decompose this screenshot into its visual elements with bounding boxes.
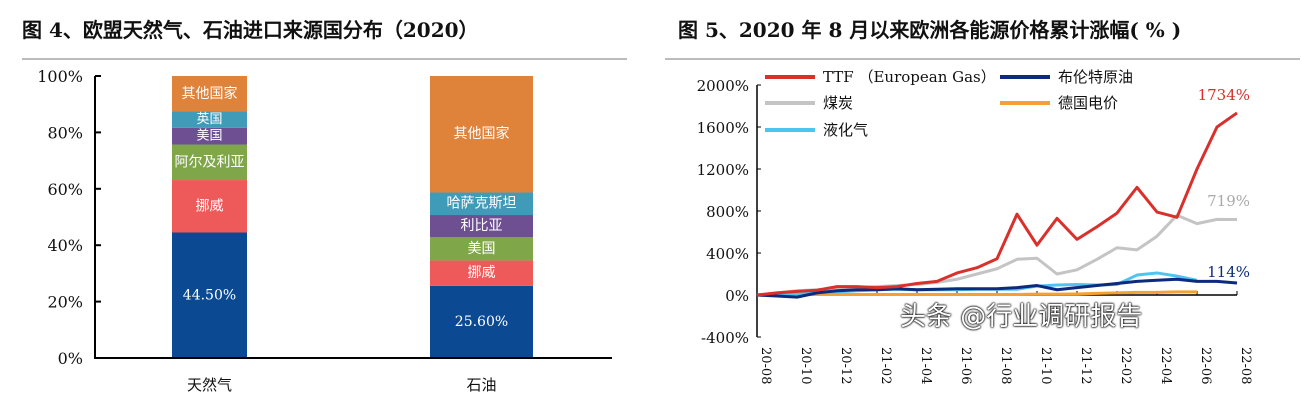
x-tick-label: 20-10 [798, 347, 813, 384]
bar-segment [430, 215, 533, 238]
y-tick-label: 1200% [697, 161, 749, 179]
x-tick-label: 22-06 [1198, 347, 1213, 384]
data-label: 其他国家 [182, 85, 238, 102]
title-divider-left [22, 58, 627, 60]
y-tick-label: 0% [725, 287, 749, 305]
watermark: 头条 @行业调研报告 [900, 302, 1143, 332]
x-tick-label: 21-06 [958, 347, 973, 384]
legend-label: 煤炭 [823, 94, 853, 112]
y-tick-label: 20% [47, 293, 83, 312]
data-label: 美国 [196, 129, 222, 144]
bar-segment [172, 127, 247, 145]
y-tick-label: 60% [47, 180, 83, 199]
bar-segment [172, 232, 247, 358]
bar-segment [430, 237, 533, 261]
x-tick-label: 22-02 [1118, 347, 1133, 384]
end-label: 114% [1207, 263, 1250, 281]
end-label: 719% [1207, 192, 1250, 210]
bar-segment [172, 180, 247, 233]
x-tick-label: 22-08 [1238, 347, 1253, 384]
x-tick-label: 21-02 [878, 347, 893, 384]
legend-label: 布伦特原油 [1058, 68, 1133, 86]
y-tick-label: 800% [706, 203, 749, 221]
bar-segment [430, 76, 533, 193]
series-line-0 [756, 111, 1238, 297]
bar-segment [430, 285, 533, 358]
bar-segment [172, 111, 247, 128]
x-tick-label: 21-12 [1078, 347, 1093, 384]
y-tick-label: -400% [701, 329, 749, 347]
data-label: 挪威 [196, 198, 224, 214]
data-label: 25.60% [455, 314, 508, 330]
y-tick-label: 400% [706, 245, 749, 263]
data-label: 挪威 [468, 265, 496, 281]
data-label: 美国 [468, 241, 496, 257]
stacked-bar-chart: 44.50%挪威阿尔及利亚美国英国其他国家天然气25.60%挪威美国利比亚哈萨克… [37, 67, 612, 394]
data-label: 44.50% [183, 287, 236, 303]
bar-segment [172, 144, 247, 181]
y-tick-label: 2000% [697, 77, 749, 95]
x-tick-label: 石油 [466, 376, 496, 394]
end-label: 1734% [1198, 86, 1250, 104]
y-tick-label: 0% [58, 349, 83, 368]
legend-label: TTF （European Gas） [823, 68, 996, 86]
x-tick-label: 20-08 [758, 347, 773, 384]
y-tick-label: 80% [47, 123, 83, 142]
x-tick-label: 21-04 [918, 347, 933, 384]
series-line-2 [756, 213, 1238, 297]
y-tick-label: 100% [37, 67, 83, 86]
series-line-3 [756, 290, 1197, 297]
legend-label: 液化气 [823, 121, 868, 139]
data-label: 英国 [196, 112, 222, 127]
x-tick-label: 20-12 [838, 347, 853, 384]
chart-title-right: 图 5、2020 年 8 月以来欧洲各能源价格累计涨幅( % ) [678, 18, 1182, 42]
data-label: 哈萨克斯坦 [447, 196, 517, 212]
title-divider-right [665, 58, 1300, 60]
x-tick-label: 21-08 [998, 347, 1013, 384]
x-tick-label: 21-10 [1038, 347, 1053, 384]
data-label: 利比亚 [461, 218, 503, 234]
series-line-1 [756, 277, 1238, 299]
bar-segment [430, 192, 533, 216]
y-tick-label: 40% [47, 236, 83, 255]
bar-segment [172, 76, 247, 112]
bar-segment [430, 260, 533, 286]
data-label: 其他国家 [454, 125, 510, 142]
data-label: 阿尔及利亚 [175, 154, 245, 170]
chart-title-left: 图 4、欧盟天然气、石油进口来源国分布（2020） [22, 18, 479, 42]
legend-label: 德国电价 [1058, 94, 1118, 112]
x-tick-label: 天然气 [187, 376, 232, 394]
y-tick-label: 1600% [697, 119, 749, 137]
x-tick-label: 22-04 [1158, 347, 1173, 384]
